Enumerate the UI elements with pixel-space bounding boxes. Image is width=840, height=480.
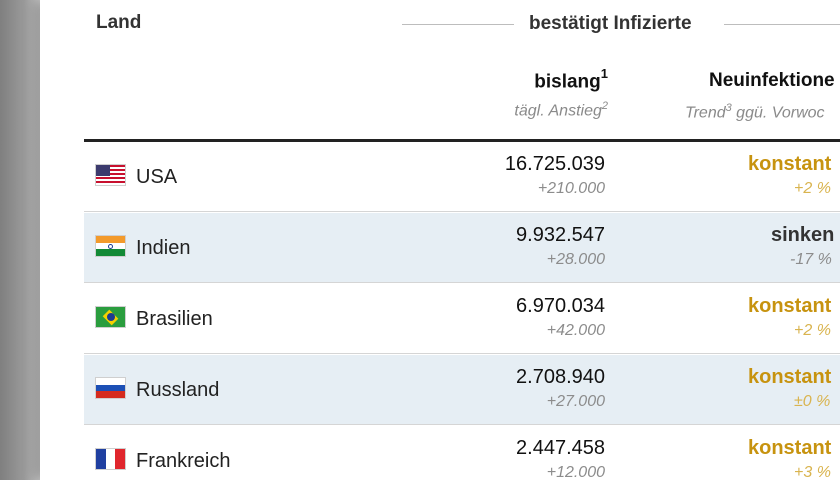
daily-increase: +27.000 <box>546 393 605 410</box>
column-header-land: Land <box>96 12 142 33</box>
column-header-total: bislang1 <box>534 66 608 93</box>
column-subheader-new-infections: Trend3 ggü. Vorwoc <box>685 102 825 122</box>
total-cases: 2.447.458 <box>516 437 605 459</box>
trend-label: sinken <box>771 224 835 246</box>
column-header-new-infections: Neuinfektione <box>709 70 835 91</box>
background-shadow <box>0 0 40 480</box>
column-subheader-total: tägl. Anstieg2 <box>514 100 608 120</box>
trend-percent: +2 % <box>794 322 831 339</box>
russia-flag-icon <box>95 377 126 399</box>
france-flag-icon <box>95 448 126 470</box>
total-cases: 16.725.039 <box>504 153 605 175</box>
header-rule <box>84 139 840 142</box>
trend-label: konstant <box>748 153 832 175</box>
table-row: Brasilien 6.970.034 +42.000 konstant +2 … <box>84 284 840 354</box>
country-name: Brasilien <box>136 308 213 330</box>
trend-label: konstant <box>748 437 832 459</box>
total-cases: 6.970.034 <box>516 295 605 317</box>
daily-increase: +210.000 <box>537 180 605 197</box>
group-divider-left <box>402 24 514 25</box>
country-name: Russland <box>136 379 220 401</box>
country-name: USA <box>136 166 178 188</box>
daily-increase: +12.000 <box>546 464 605 480</box>
table-row: Indien 9.932.547 +28.000 sinken -17 % <box>84 213 840 283</box>
country-name: Indien <box>136 237 191 259</box>
brazil-flag-icon <box>95 306 126 328</box>
table-row: Russland 2.708.940 +27.000 konstant ±0 % <box>84 355 840 425</box>
india-flag-icon <box>95 235 126 257</box>
trend-label: konstant <box>748 295 832 317</box>
usa-flag-icon <box>95 164 126 186</box>
table-row: Frankreich 2.447.458 +12.000 konstant +3… <box>84 426 840 480</box>
group-divider-right <box>724 24 840 25</box>
total-cases: 9.932.547 <box>516 224 605 246</box>
total-cases: 2.708.940 <box>516 366 605 388</box>
infections-table: Land bestätigt Infizierte bislang1 tägl.… <box>40 0 840 480</box>
country-name: Frankreich <box>136 450 231 472</box>
trend-percent: -17 % <box>790 251 832 268</box>
trend-label: konstant <box>748 366 832 388</box>
trend-percent: +2 % <box>794 180 831 197</box>
daily-increase: +28.000 <box>546 251 605 268</box>
table-row: USA 16.725.039 +210.000 konstant +2 % <box>84 142 840 212</box>
daily-increase: +42.000 <box>546 322 605 339</box>
column-group-title: bestätigt Infizierte <box>529 13 692 34</box>
trend-percent: ±0 % <box>794 393 831 410</box>
trend-percent: +3 % <box>794 464 831 480</box>
